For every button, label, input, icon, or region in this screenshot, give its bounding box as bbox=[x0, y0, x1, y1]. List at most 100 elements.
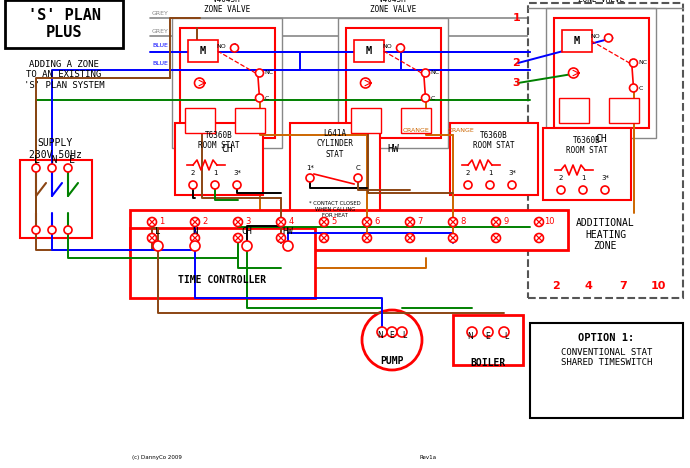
Circle shape bbox=[406, 218, 415, 227]
Circle shape bbox=[448, 218, 457, 227]
Circle shape bbox=[604, 34, 613, 42]
Text: C: C bbox=[431, 95, 435, 101]
Text: 1*: 1* bbox=[306, 165, 314, 171]
Circle shape bbox=[508, 181, 516, 189]
Circle shape bbox=[32, 226, 40, 234]
Text: NC: NC bbox=[264, 71, 274, 75]
Text: M: M bbox=[199, 46, 206, 56]
Text: 2: 2 bbox=[202, 217, 208, 226]
Text: 1: 1 bbox=[213, 170, 217, 176]
Bar bbox=[20, 160, 92, 238]
Bar bbox=[235, 108, 264, 133]
Text: 9: 9 bbox=[504, 217, 509, 226]
Circle shape bbox=[195, 78, 204, 88]
Text: T6360B
ROOM STAT: T6360B ROOM STAT bbox=[198, 131, 240, 150]
Circle shape bbox=[406, 234, 415, 242]
Text: E: E bbox=[486, 332, 491, 341]
Text: 5: 5 bbox=[331, 217, 337, 226]
Text: NO: NO bbox=[383, 44, 393, 49]
Text: 10: 10 bbox=[650, 281, 666, 291]
Bar bbox=[172, 18, 282, 148]
Circle shape bbox=[362, 310, 422, 370]
Circle shape bbox=[601, 186, 609, 194]
Text: 3*: 3* bbox=[233, 170, 241, 176]
Circle shape bbox=[362, 234, 371, 242]
Bar bbox=[530, 323, 683, 418]
Circle shape bbox=[148, 218, 157, 227]
Text: NC: NC bbox=[431, 71, 440, 75]
Bar bbox=[184, 108, 215, 133]
Circle shape bbox=[190, 218, 199, 227]
Text: 3: 3 bbox=[513, 78, 520, 88]
Circle shape bbox=[64, 164, 72, 172]
Text: NO: NO bbox=[217, 44, 226, 49]
Text: PUMP: PUMP bbox=[380, 356, 404, 366]
Circle shape bbox=[387, 327, 397, 337]
Text: CH: CH bbox=[595, 134, 607, 144]
Text: V4043H
ZONE VALVE: V4043H ZONE VALVE bbox=[370, 0, 416, 14]
Circle shape bbox=[448, 234, 457, 242]
Text: 4: 4 bbox=[584, 281, 592, 291]
Circle shape bbox=[535, 218, 544, 227]
Circle shape bbox=[535, 234, 544, 242]
Circle shape bbox=[242, 241, 252, 251]
Circle shape bbox=[48, 226, 56, 234]
Circle shape bbox=[422, 69, 429, 77]
Text: BLUE: BLUE bbox=[152, 43, 168, 48]
Bar bbox=[290, 123, 380, 223]
Bar bbox=[346, 28, 440, 138]
Text: C: C bbox=[355, 165, 360, 171]
Text: V4043H
ZONE VALVE: V4043H ZONE VALVE bbox=[204, 0, 250, 14]
Bar bbox=[609, 98, 638, 123]
Text: L641A
CYLINDER
STAT: L641A CYLINDER STAT bbox=[317, 129, 353, 159]
Bar bbox=[5, 0, 123, 48]
Text: 1: 1 bbox=[512, 13, 520, 23]
Text: HW: HW bbox=[283, 227, 293, 236]
Text: 7: 7 bbox=[619, 281, 627, 291]
Circle shape bbox=[64, 226, 72, 234]
Circle shape bbox=[190, 241, 200, 251]
Text: 8: 8 bbox=[460, 217, 466, 226]
Circle shape bbox=[354, 174, 362, 182]
Text: 10: 10 bbox=[544, 217, 554, 226]
Circle shape bbox=[397, 44, 404, 52]
Bar bbox=[546, 8, 656, 138]
Circle shape bbox=[491, 234, 500, 242]
Circle shape bbox=[230, 44, 239, 52]
Bar bbox=[338, 18, 448, 148]
Text: ADDING A ZONE
TO AN EXISTING
'S' PLAN SYSTEM: ADDING A ZONE TO AN EXISTING 'S' PLAN SY… bbox=[23, 60, 104, 90]
Circle shape bbox=[377, 327, 387, 337]
Circle shape bbox=[360, 78, 371, 88]
Circle shape bbox=[233, 218, 242, 227]
Circle shape bbox=[32, 164, 40, 172]
Bar bbox=[130, 228, 315, 298]
Text: L: L bbox=[155, 227, 161, 236]
Circle shape bbox=[148, 234, 157, 242]
Text: ADDITIONAL
HEATING
ZONE: ADDITIONAL HEATING ZONE bbox=[576, 218, 635, 251]
Text: NO: NO bbox=[591, 34, 600, 38]
Text: L: L bbox=[402, 331, 406, 340]
Text: 'S' PLAN
PLUS: 'S' PLAN PLUS bbox=[28, 8, 101, 40]
Text: 2: 2 bbox=[559, 175, 563, 181]
Circle shape bbox=[153, 241, 163, 251]
Text: 2: 2 bbox=[466, 170, 470, 176]
Text: 3: 3 bbox=[246, 217, 250, 226]
Text: C: C bbox=[264, 95, 269, 101]
Circle shape bbox=[48, 164, 56, 172]
Text: 1: 1 bbox=[488, 170, 492, 176]
Text: V4043H
ZONE VALVE: V4043H ZONE VALVE bbox=[578, 0, 624, 4]
Text: 1: 1 bbox=[581, 175, 585, 181]
Text: HW: HW bbox=[387, 144, 399, 154]
Circle shape bbox=[283, 241, 293, 251]
Circle shape bbox=[233, 234, 242, 242]
Text: GREY: GREY bbox=[152, 11, 169, 16]
Bar bbox=[558, 98, 589, 123]
Text: 1: 1 bbox=[159, 217, 165, 226]
Bar bbox=[562, 30, 591, 52]
Text: 2: 2 bbox=[191, 170, 195, 176]
Circle shape bbox=[499, 327, 509, 337]
Circle shape bbox=[483, 327, 493, 337]
Circle shape bbox=[233, 181, 241, 189]
Circle shape bbox=[629, 84, 638, 92]
Text: (c) DannyCo 2009: (c) DannyCo 2009 bbox=[132, 455, 182, 460]
